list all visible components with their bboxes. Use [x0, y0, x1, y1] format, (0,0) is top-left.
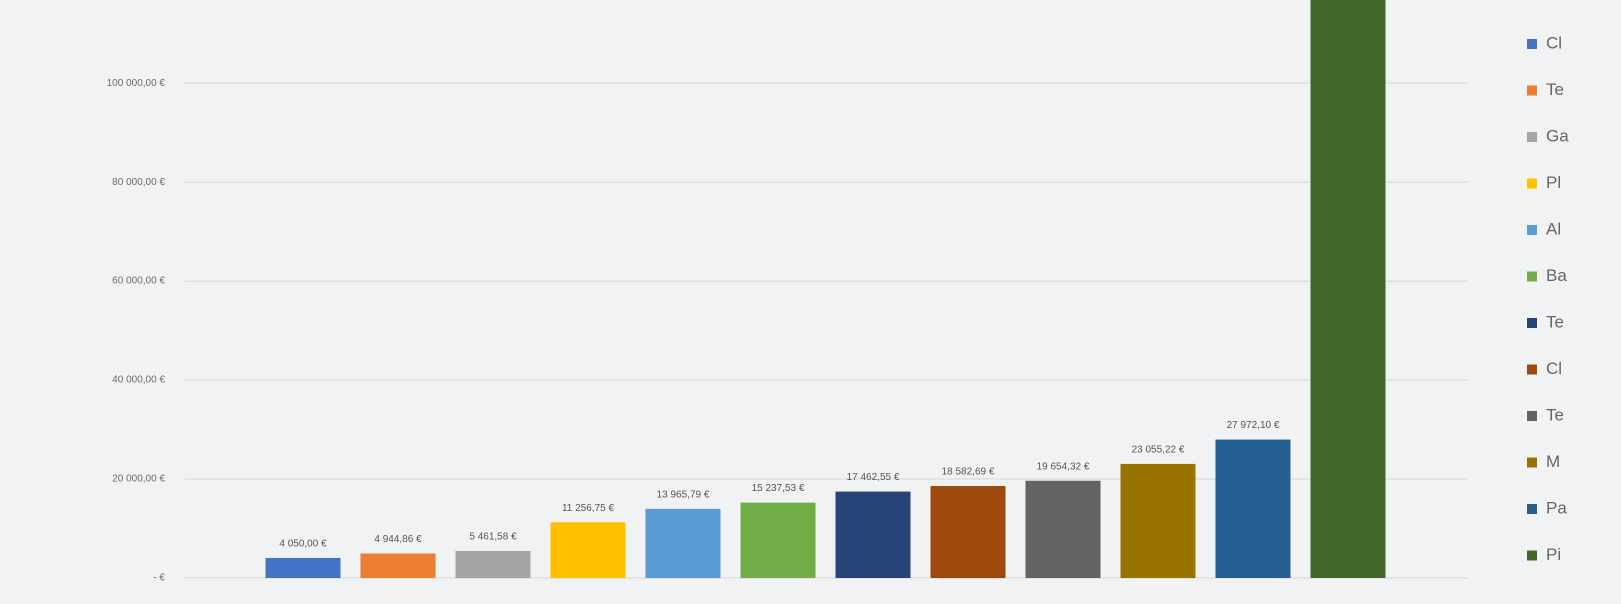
legend-swatch — [1527, 225, 1537, 235]
legend-label: Pi — [1546, 545, 1561, 564]
y-tick-label: 100 000,00 € — [107, 78, 166, 89]
y-tick-label: - € — [153, 573, 165, 584]
legend-label: Pa — [1546, 498, 1567, 517]
legend-label: Cl — [1546, 33, 1562, 52]
bar — [930, 486, 1006, 578]
bar — [265, 557, 341, 578]
legend-label: Ba — [1546, 266, 1567, 285]
value-label: 5 461,58 € — [469, 532, 517, 543]
y-tick-label: 40 000,00 € — [112, 375, 165, 386]
y-tick-label: 20 000,00 € — [112, 474, 165, 485]
value-label: 17 462,55 € — [847, 472, 900, 483]
value-label: 4 050,00 € — [279, 539, 327, 550]
legend-label: Al — [1546, 219, 1561, 238]
bar — [550, 522, 626, 578]
legend-label: Te — [1546, 405, 1564, 424]
legend-swatch — [1527, 411, 1537, 421]
bar — [1215, 439, 1291, 578]
legend-swatch — [1527, 550, 1537, 561]
legend-swatch — [1527, 364, 1537, 375]
y-tick-label: 60 000,00 € — [112, 276, 165, 287]
legend-label: M — [1546, 452, 1560, 471]
bar — [360, 553, 436, 578]
bar — [1025, 480, 1101, 578]
value-label: 15 237,53 € — [752, 483, 805, 494]
bar — [740, 502, 816, 578]
value-label: 19 654,32 € — [1037, 461, 1090, 472]
y-tick-label: 80 000,00 € — [112, 177, 165, 188]
value-label: 23 055,22 € — [1132, 445, 1185, 456]
legend-label: Pl — [1546, 173, 1561, 192]
legend-label: Cl — [1546, 359, 1562, 378]
value-label: 13 965,79 € — [657, 490, 710, 501]
value-label: 11 256,75 € — [562, 503, 615, 514]
legend-swatch — [1527, 457, 1537, 468]
legend-swatch — [1527, 318, 1537, 328]
value-label: 4 944,86 € — [374, 534, 422, 545]
legend-label: Te — [1546, 80, 1564, 99]
bar — [455, 550, 531, 578]
bar — [1120, 463, 1196, 578]
value-label: 27 972,10 € — [1227, 420, 1280, 431]
legend-swatch — [1527, 504, 1537, 514]
legend-swatch — [1527, 132, 1537, 142]
value-label: 18 582,69 € — [942, 467, 995, 478]
legend-swatch — [1527, 271, 1537, 282]
legend-swatch — [1527, 85, 1537, 96]
legend-label: Ga — [1546, 126, 1569, 145]
bar — [1310, 0, 1386, 578]
legend-swatch — [1527, 39, 1537, 49]
bar — [835, 491, 911, 578]
bar — [645, 508, 721, 578]
legend-swatch — [1527, 178, 1537, 189]
legend-label: Te — [1546, 312, 1564, 331]
